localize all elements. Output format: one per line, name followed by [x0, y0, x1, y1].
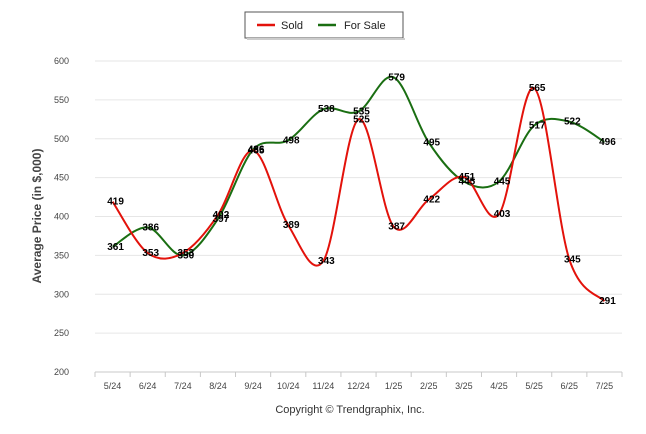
- grid: [95, 60, 622, 373]
- data-label-for-sale: 538: [318, 104, 335, 115]
- data-label-sold: 451: [459, 172, 476, 183]
- x-tick-label: 6/24: [139, 381, 157, 391]
- data-label-for-sale: 350: [177, 250, 194, 261]
- x-tick-label: 7/24: [174, 381, 192, 391]
- x-tick-label: 1/25: [385, 381, 403, 391]
- y-tick-label: 200: [54, 367, 69, 377]
- data-label-sold: 353: [177, 248, 194, 259]
- data-label-for-sale: 397: [213, 214, 230, 225]
- data-label-sold: 565: [529, 83, 546, 94]
- y-tick-label: 250: [54, 328, 69, 338]
- y-tick-label: 300: [54, 289, 69, 299]
- data-label-sold: 485: [248, 145, 265, 156]
- y-tick-label: 450: [54, 173, 69, 183]
- x-tick-label: 4/25: [490, 381, 508, 391]
- y-axis-title: Average Price (in $,000): [30, 149, 44, 284]
- data-label-for-sale: 445: [459, 177, 476, 188]
- y-tick-label: 500: [54, 134, 69, 144]
- data-label-sold: 419: [107, 197, 124, 208]
- data-label-sold: 525: [353, 114, 370, 125]
- data-label-for-sale: 445: [494, 177, 511, 188]
- series-line-for-sale: [112, 76, 605, 257]
- series: [111, 76, 606, 302]
- data-label-for-sale: 495: [423, 138, 440, 149]
- y-tick-label: 600: [54, 56, 69, 66]
- data-label-sold: 387: [388, 222, 405, 233]
- data-label-for-sale: 579: [388, 72, 405, 83]
- legend: Sold For Sale: [244, 11, 405, 40]
- x-tick-label: 11/24: [312, 381, 334, 391]
- data-label-for-sale: 386: [142, 222, 159, 233]
- data-label-for-sale: 517: [529, 121, 546, 132]
- legend-label-for-sale: For Sale: [344, 20, 386, 32]
- data-label-sold: 353: [142, 248, 159, 259]
- data-label-sold: 422: [423, 194, 440, 205]
- y-tick-label: 400: [54, 212, 69, 222]
- data-label-for-sale: 361: [107, 242, 124, 253]
- x-tick-label: 5/24: [104, 381, 122, 391]
- x-tick-label: 6/25: [561, 381, 579, 391]
- y-tick-label: 350: [54, 250, 69, 260]
- y-tick-label: 550: [54, 95, 69, 105]
- data-label-for-sale: 498: [283, 135, 300, 146]
- data-label-for-sale: 522: [564, 117, 581, 128]
- data-label-sold: 402: [213, 210, 230, 221]
- data-label-for-sale: 486: [248, 145, 265, 156]
- data-label-sold: 343: [318, 256, 335, 267]
- data-label-sold: 345: [564, 254, 581, 265]
- data-label-for-sale: 496: [599, 137, 616, 148]
- x-tick-label: 8/24: [209, 381, 227, 391]
- legend-label-sold: Sold: [281, 20, 303, 32]
- x-tick-label: 3/25: [455, 381, 473, 391]
- copyright-footer: Copyright © Trendgraphix, Inc.: [275, 404, 424, 416]
- data-label-sold: 403: [494, 209, 511, 220]
- data-label-sold: 389: [283, 220, 300, 231]
- data-label-for-sale: 535: [353, 107, 370, 118]
- x-tick-label: 12/24: [347, 381, 370, 391]
- axes: 200 250 300 350 400 450 500 550 600 5/24 6/24 7/24 8…: [54, 56, 623, 391]
- data-label-sold: 291: [599, 296, 616, 307]
- x-tick-label: 5/25: [525, 381, 543, 391]
- legend-shadow: [247, 38, 405, 40]
- x-tick-label: 9/24: [244, 381, 262, 391]
- x-tick-label: 7/25: [596, 381, 614, 391]
- x-tick-label: 10/24: [277, 381, 300, 391]
- x-tick-label: 2/25: [420, 381, 438, 391]
- series-line-sold: [111, 87, 606, 302]
- data-labels: 419 353 353 402 485 389 343 525 387 422 451 403 565 3…: [107, 72, 616, 307]
